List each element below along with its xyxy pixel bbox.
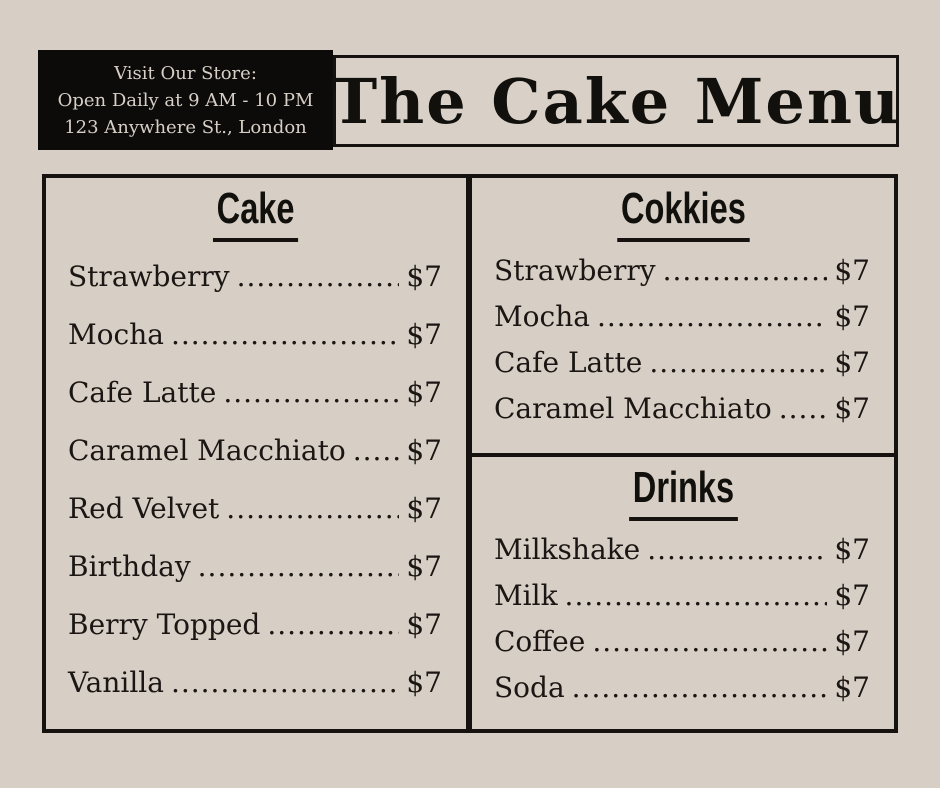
menu-item: Cafe Latte .............................… (68, 364, 442, 422)
item-price: $7 (834, 345, 870, 379)
item-name: Strawberry (68, 259, 230, 293)
drinks-section-heading: Drinks (628, 463, 738, 521)
item-name: Milkshake (494, 532, 641, 566)
page-title: The Cake Menu (331, 64, 901, 138)
item-name: Coffee (494, 624, 586, 658)
menu-item: Caramel Macchiato ......................… (494, 386, 870, 432)
menu-item: Birthday ...............................… (68, 538, 442, 596)
menu-item: Cafe Latte .............................… (494, 340, 870, 386)
dot-leader: ........................................… (170, 665, 400, 699)
item-price: $7 (406, 491, 442, 525)
item-name: Strawberry (494, 253, 656, 287)
dot-leader: ........................................… (592, 624, 828, 658)
item-name: Mocha (494, 299, 590, 333)
item-price: $7 (406, 259, 442, 293)
item-name: Mocha (68, 317, 164, 351)
right-sections-panel: Cokkies Strawberry .....................… (468, 174, 898, 733)
dot-leader: ........................................… (596, 299, 828, 333)
cake-section-panel: Cake Strawberry ........................… (42, 174, 470, 733)
menu-item: Mocha ..................................… (68, 306, 442, 364)
dot-leader: ........................................… (352, 433, 400, 467)
item-price: $7 (406, 549, 442, 583)
dot-leader: ........................................… (571, 670, 828, 704)
item-name: Vanilla (68, 665, 164, 699)
menu-item: Berry Topped ...........................… (68, 596, 442, 654)
cake-heading-wrap: Cake (46, 184, 466, 242)
item-price: $7 (834, 578, 870, 612)
cokkies-section-heading: Cokkies (616, 184, 750, 242)
dot-leader: ........................................… (170, 317, 400, 351)
cokkies-section: Cokkies Strawberry .....................… (472, 178, 894, 457)
item-name: Soda (494, 670, 565, 704)
store-info-line-2: Open Daily at 9 AM - 10 PM (57, 89, 314, 111)
menu-item: Strawberry .............................… (68, 248, 442, 306)
drinks-section: Drinks Milkshake .......................… (472, 457, 894, 729)
drinks-items-list: Milkshake ..............................… (472, 521, 894, 711)
dot-leader: ........................................… (649, 345, 828, 379)
item-price: $7 (406, 607, 442, 641)
drinks-heading-wrap: Drinks (472, 463, 894, 521)
menu-item: Caramel Macchiato ......................… (68, 422, 442, 480)
menu-item: Strawberry .............................… (494, 248, 870, 294)
dot-leader: ........................................… (226, 491, 400, 525)
item-name: Cafe Latte (68, 375, 217, 409)
item-name: Berry Topped (68, 607, 261, 641)
dot-leader: ........................................… (267, 607, 399, 641)
item-name: Caramel Macchiato (68, 433, 346, 467)
item-price: $7 (406, 375, 442, 409)
store-info-line-3: 123 Anywhere St., London (64, 116, 307, 138)
menu-item: Milkshake ..............................… (494, 527, 870, 573)
menu-item: Red Velvet .............................… (68, 480, 442, 538)
item-price: $7 (834, 253, 870, 287)
item-price: $7 (406, 665, 442, 699)
item-price: $7 (406, 317, 442, 351)
store-info-line-1: Visit Our Store: (114, 62, 257, 84)
menu-item: Coffee .................................… (494, 619, 870, 665)
item-name: Birthday (68, 549, 191, 583)
item-price: $7 (406, 433, 442, 467)
item-price: $7 (834, 624, 870, 658)
item-name: Cafe Latte (494, 345, 643, 379)
menu-item: Mocha ..................................… (494, 294, 870, 340)
store-info-panel: Visit Our Store: Open Daily at 9 AM - 10… (38, 50, 333, 150)
dot-leader: ........................................… (647, 532, 827, 566)
cake-section-heading: Cake (213, 184, 299, 242)
item-name: Caramel Macchiato (494, 391, 772, 425)
menu-item: Vanilla ................................… (68, 654, 442, 712)
item-price: $7 (834, 670, 870, 704)
item-price: $7 (834, 532, 870, 566)
item-price: $7 (834, 391, 870, 425)
item-name: Red Velvet (68, 491, 220, 525)
item-price: $7 (834, 299, 870, 333)
cake-items-list: Strawberry .............................… (46, 242, 466, 712)
dot-leader: ........................................… (223, 375, 400, 409)
dot-leader: ........................................… (197, 549, 400, 583)
dot-leader: ........................................… (778, 391, 828, 425)
menu-item: Soda ...................................… (494, 665, 870, 711)
dot-leader: ........................................… (564, 578, 828, 612)
cokkies-items-list: Strawberry .............................… (472, 242, 894, 432)
cokkies-heading-wrap: Cokkies (472, 184, 894, 242)
dot-leader: ........................................… (662, 253, 828, 287)
dot-leader: ........................................… (236, 259, 400, 293)
item-name: Milk (494, 578, 558, 612)
menu-item: Milk ...................................… (494, 573, 870, 619)
title-box: The Cake Menu (331, 55, 901, 147)
